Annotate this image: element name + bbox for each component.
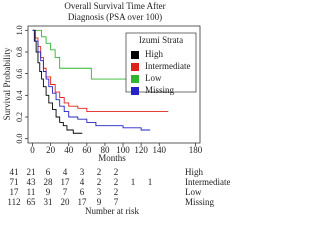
risk-count: 7 — [63, 187, 68, 197]
x-tick-label: 0 — [30, 145, 35, 155]
risk-row-label: Intermediate — [185, 177, 230, 187]
risk-count: 3 — [97, 187, 102, 197]
risk-count: 17 — [10, 187, 20, 197]
risk-count: 112 — [7, 197, 20, 207]
x-tick-label: 120 — [134, 145, 148, 155]
y-tick-label: 0.8 — [15, 47, 24, 57]
risk-row-label: Missing — [185, 197, 215, 207]
risk-count: 20 — [61, 197, 71, 207]
risk-row-label: High — [185, 167, 204, 177]
risk-count: 4 — [80, 177, 85, 187]
y-axis-label: Survival Probability — [2, 47, 12, 120]
y-tick-label: 0.6 — [15, 69, 24, 79]
legend-swatch — [131, 51, 139, 59]
risk-count: 2 — [97, 167, 102, 177]
x-tick-label: 140 — [153, 145, 167, 155]
risk-count: 31 — [44, 197, 53, 207]
risk-count: 2 — [97, 177, 102, 187]
y-tick-label: 1.0 — [15, 25, 24, 35]
risk-count: 71 — [10, 177, 19, 187]
x-axis-label: Months — [98, 153, 126, 163]
risk-count: 2 — [114, 167, 119, 177]
risk-count: 6 — [46, 167, 51, 177]
y-tick-label: 0.2 — [15, 112, 24, 122]
risk-count: 11 — [27, 187, 36, 197]
x-tick-label: 80 — [100, 145, 110, 155]
y-tick-label: 0.0 — [15, 134, 24, 144]
risk-count: 41 — [10, 167, 19, 177]
risk-count: 9 — [46, 187, 51, 197]
survival-curve — [32, 29, 151, 131]
risk-count: 3 — [80, 167, 85, 177]
risk-count: 6 — [80, 187, 85, 197]
chart-subtitle: Diagnosis (PSA over 100) — [68, 12, 162, 22]
legend-swatch — [131, 63, 139, 71]
x-tick-label: 40 — [64, 145, 74, 155]
legend-label: Intermediate — [145, 61, 190, 71]
legend-title: Izumi Strata — [139, 35, 183, 45]
risk-count: 65 — [27, 197, 37, 207]
plot-frame — [27, 25, 201, 144]
risk-count: 17 — [61, 177, 71, 187]
risk-count: 28 — [44, 177, 54, 187]
risk-count: 2 — [114, 187, 119, 197]
legend-swatch — [131, 75, 139, 83]
legend-swatch — [131, 87, 139, 95]
risk-count: 43 — [27, 177, 37, 187]
x-tick-label: 60 — [82, 145, 92, 155]
risk-count: 1 — [148, 177, 153, 187]
risk-count: 4 — [63, 167, 68, 177]
chart: Overall Survival Time After Diagnosis (P… — [2, 1, 230, 216]
risk-row-label: Low — [185, 187, 202, 197]
legend-label: Low — [145, 73, 162, 83]
risk-count: 1 — [131, 177, 136, 187]
risk-count: 7 — [114, 197, 119, 207]
x-tick-label: 20 — [46, 145, 56, 155]
survival-curve — [32, 29, 83, 134]
survival-curve — [32, 29, 169, 113]
risk-count: 21 — [27, 167, 36, 177]
risk-table-title: Number at risk — [85, 206, 139, 216]
legend-label: High — [145, 49, 164, 59]
survival-curve — [32, 29, 164, 91]
risk-count: 9 — [97, 197, 102, 207]
legend-label: Missing — [145, 85, 175, 95]
x-tick-label: 180 — [189, 145, 203, 155]
risk-count: 17 — [78, 197, 88, 207]
chart-title: Overall Survival Time After — [64, 1, 165, 11]
x-tick-label: 100 — [116, 145, 130, 155]
y-tick-label: 0.4 — [15, 90, 24, 100]
risk-count: 2 — [114, 177, 119, 187]
